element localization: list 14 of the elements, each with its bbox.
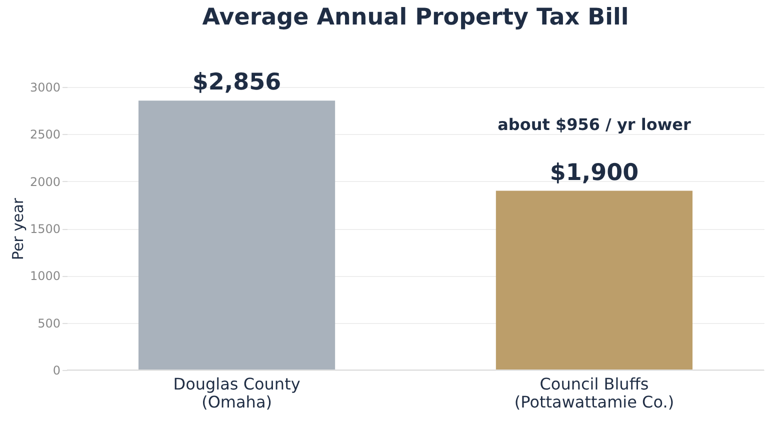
data-label: $2,856 — [192, 70, 282, 96]
y-tick-label: 0 — [52, 364, 60, 378]
annotation: about $956 / yr lower — [498, 114, 691, 134]
y-tick-label: 1000 — [30, 269, 60, 284]
x-tick-label: Douglas County (Omaha) — [173, 374, 300, 412]
y-tick-label: 500 — [38, 316, 60, 330]
y-tick-label: 2500 — [30, 128, 60, 142]
y-axis-title: Per year — [8, 197, 27, 260]
chart-title: Average Annual Property Tax Bill — [202, 4, 629, 31]
y-tick-label: 1500 — [30, 222, 60, 236]
y-tick-label: 2000 — [30, 174, 60, 189]
data-label: $1,900 — [550, 160, 639, 186]
y-tick-label: 3000 — [30, 80, 60, 94]
x-tick-label: Council Bluffs (Pottawattamie Co.) — [514, 374, 674, 412]
